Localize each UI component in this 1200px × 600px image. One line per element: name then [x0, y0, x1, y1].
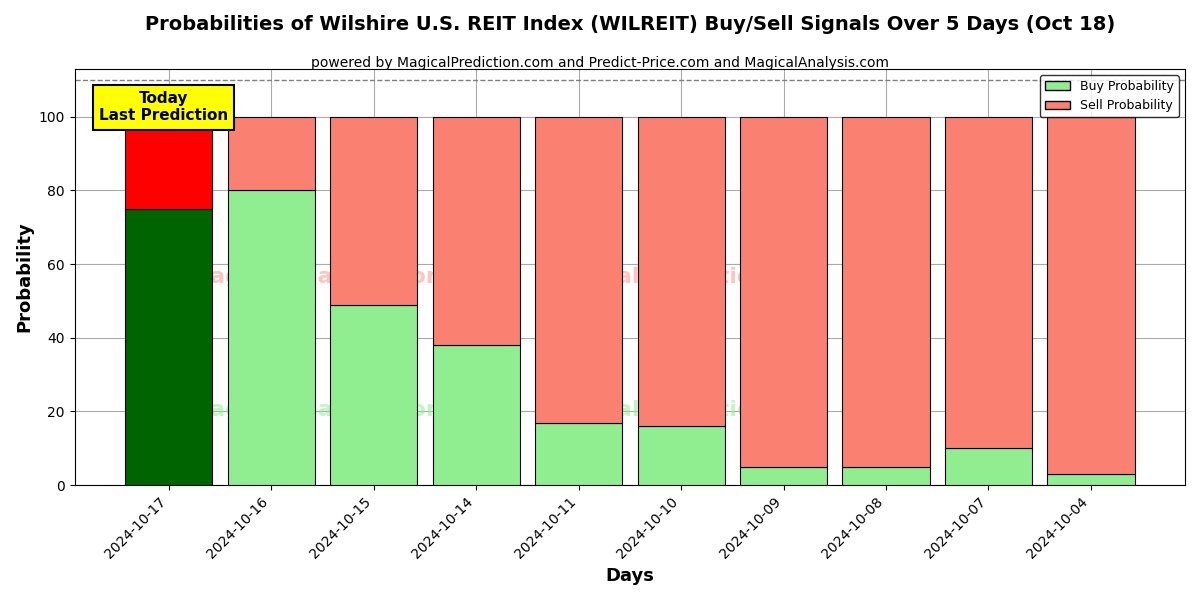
Bar: [740, 117, 827, 467]
Text: MagicalAnalysis.com: MagicalAnalysis.com: [188, 400, 450, 420]
Bar: [740, 467, 827, 485]
Text: Today
Last Prediction: Today Last Prediction: [98, 91, 228, 124]
Bar: [330, 117, 418, 305]
Bar: [432, 345, 520, 485]
Bar: [330, 305, 418, 485]
Bar: [842, 117, 930, 467]
Text: MagicalPrediction.com: MagicalPrediction.com: [542, 400, 828, 420]
Bar: [1048, 474, 1134, 485]
Legend: Buy Probability, Sell Probability: Buy Probability, Sell Probability: [1040, 75, 1178, 118]
Bar: [432, 117, 520, 345]
Bar: [944, 117, 1032, 448]
Text: MagicalPrediction.com: MagicalPrediction.com: [542, 267, 828, 287]
Bar: [125, 117, 212, 209]
Bar: [125, 209, 212, 485]
Text: MagicalAnalysis.com: MagicalAnalysis.com: [188, 267, 450, 287]
Bar: [637, 117, 725, 426]
Title: Probabilities of Wilshire U.S. REIT Index (WILREIT) Buy/Sell Signals Over 5 Days: Probabilities of Wilshire U.S. REIT Inde…: [145, 15, 1115, 34]
Bar: [944, 448, 1032, 485]
Bar: [228, 117, 314, 190]
X-axis label: Days: Days: [605, 567, 654, 585]
Bar: [535, 117, 622, 422]
Bar: [535, 422, 622, 485]
Y-axis label: Probability: Probability: [16, 221, 34, 332]
Bar: [637, 426, 725, 485]
Bar: [228, 190, 314, 485]
Bar: [842, 467, 930, 485]
Text: powered by MagicalPrediction.com and Predict-Price.com and MagicalAnalysis.com: powered by MagicalPrediction.com and Pre…: [311, 56, 889, 70]
Bar: [1048, 117, 1134, 474]
